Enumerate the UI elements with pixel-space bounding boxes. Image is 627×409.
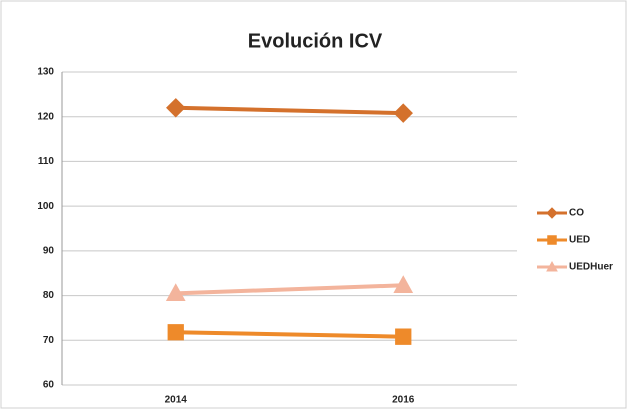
data-point [393, 103, 413, 123]
y-tick-label: 60 [43, 380, 55, 391]
data-point [166, 98, 186, 118]
data-point [393, 275, 414, 293]
y-tick-label: 120 [37, 111, 54, 122]
series-line [175, 283, 404, 296]
series-line [175, 330, 404, 339]
data-point [165, 283, 186, 302]
series-line [175, 105, 404, 116]
y-tick-label: 70 [43, 335, 55, 346]
y-tick-label: 110 [38, 156, 55, 167]
y-tick-label: 80 [43, 290, 55, 301]
chart-title: Evolución ICV [248, 30, 383, 52]
legend-marker [546, 260, 558, 272]
legend-label: UED [569, 235, 590, 246]
legend-label: CO [569, 208, 584, 219]
y-tick-label: 130 [37, 67, 54, 78]
data-point [167, 324, 184, 341]
legend-label: UEDHuer [569, 262, 613, 273]
legend-marker [546, 207, 558, 219]
x-tick-label: 2016 [392, 395, 415, 406]
data-point [395, 328, 412, 345]
x-tick-label: 2014 [165, 395, 188, 406]
legend-marker [547, 235, 557, 245]
y-tick-label: 100 [37, 201, 54, 212]
y-tick-label: 90 [43, 245, 55, 256]
